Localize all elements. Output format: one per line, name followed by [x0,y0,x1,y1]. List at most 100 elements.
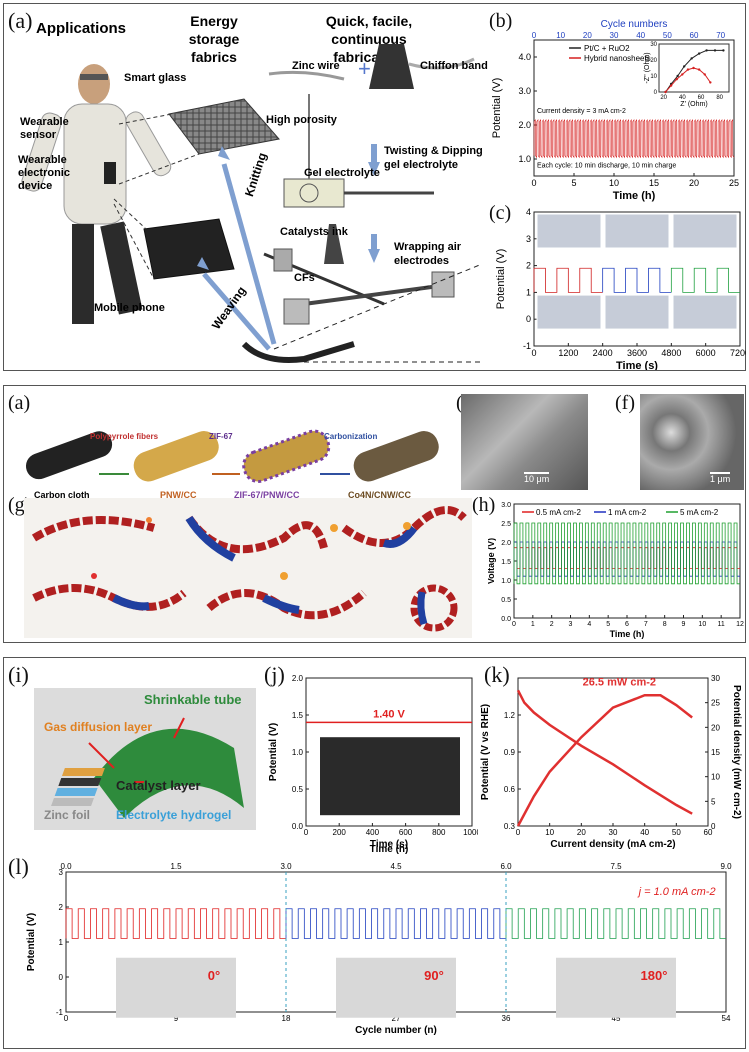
inset-point [709,81,712,84]
plot-frame [533,39,735,177]
label-h: (h) [472,494,496,516]
photo-bend-state [536,294,602,330]
y-tick-label: -1 [523,341,531,351]
fabrication-illustration: + [21,44,483,363]
x-tick-label: 10 [698,621,706,628]
inset-x-tick: 20 [660,95,667,101]
heading-applications: Applications [36,20,127,37]
x-tick-label: 1 [531,621,535,628]
label-j: (j) [264,662,285,687]
y-tick-label: 3.0 [501,502,511,509]
y2-axis-label: Potential density (mW cm-2) [731,685,742,819]
cycling-curve [285,908,506,939]
secondary-label: Time (h) [370,844,409,855]
label-l: (l) [8,854,29,879]
x-tick-label: 30 [609,828,618,837]
inset-point [703,73,706,76]
cycling-curve [533,267,603,293]
callout-gel-electrolyte: Gel electrolyte [304,167,380,179]
x-tick-label: 10 [609,178,619,188]
callout-catalyst-layer: Catalyst layer [116,778,201,793]
y-tick-label: 0.5 [292,785,304,794]
label-f: (f) [615,392,635,414]
inset-point [690,57,693,60]
y-tick-label: 0 [526,314,531,324]
inset-point [722,49,725,52]
annotation-peak-power: 26.5 mW cm-2 [583,676,656,688]
top-tick-label: 7.5 [610,862,622,871]
x-tick-label: 6 [625,621,629,628]
x-axis-label: Time (h) [613,190,656,202]
angle-label: 0° [208,968,220,983]
callout-wrapping: Wrapping air electrodes [394,241,462,267]
x-tick-label: 3600 [627,348,647,358]
y-tick-label: 0.5 [501,597,511,604]
inset-point [697,68,701,71]
x-tick-label: 15 [649,178,659,188]
knitted-fabric [168,98,280,155]
x-tick-label: 200 [333,828,347,837]
heading-energy-fabrics: Energy storage fabrics [188,13,240,65]
inset-x-tick: 40 [679,95,686,101]
inset-point [697,52,701,55]
label-i: (i) [8,662,29,687]
x-tick-label: 60 [704,828,713,837]
top-tick-label: 0 [532,31,537,40]
flow-pnw: PNW/CC [160,490,197,500]
y-tick-label: 0.0 [501,616,511,623]
top-tick-label: 3.0 [280,862,292,871]
inset-point [683,65,686,68]
plot-frame [517,677,709,827]
x-tick-label: 9 [682,621,686,628]
x-tick-label: 27 [392,1014,401,1023]
top-tick-label: 6.0 [500,862,512,871]
top-tick-label: 1.5 [170,862,182,871]
inset-point [676,74,679,78]
chart-b: 0 5 10 15 20 25 1.0 2.0 3.0 4.0 Time (h) Potential … [491,19,739,202]
person-figure [21,64,172,324]
top-tick-label: 20 [583,31,592,40]
y2-tick-label: 5 [711,797,716,806]
y-tick-label: 0.6 [504,785,516,794]
x-tick-label: 8 [663,621,667,628]
x-tick-label: 0 [516,828,521,837]
y-tick-label: 0.9 [504,748,516,757]
x-tick-label: 50 [672,828,681,837]
x-tick-label: 36 [502,1014,511,1023]
photo-bend [556,957,676,1018]
cycling-curve [602,267,672,293]
top-tick-label: 70 [716,31,725,40]
cycling-curve [65,908,286,939]
y-tick-label: 1 [59,938,64,947]
top-tick-label: 60 [690,31,699,40]
inset-point [692,66,695,70]
y-tick-label: 2.5 [501,521,511,528]
cycling-curve [505,908,726,939]
callout-shrinkable-tube: Shrinkable tube [144,692,242,707]
x-tick-label: 0 [64,1014,69,1023]
photo-bend-state [672,213,738,249]
flow-zif67-pnw: ZIF-67/PNW/CC [234,490,300,500]
x-tick-label: 18 [282,1014,291,1023]
y-axis-label: Voltage (V) [488,538,496,584]
y-tick-label: 0.3 [504,822,516,831]
x-tick-label: 20 [689,178,699,188]
callout-gas-diffusion: Gas diffusion layer [44,720,153,734]
photo-bend [336,957,456,1018]
y-tick-label: 4.0 [518,52,531,62]
y-axis-label: Potential (V) [26,913,37,971]
y-tick-label: 1.2 [504,711,516,720]
x-tick-label: 1200 [558,348,578,358]
x-tick-label: 5 [571,178,576,188]
power-curve [516,694,693,827]
x-tick-label: 2400 [593,348,613,358]
y2-tick-label: 30 [711,674,720,683]
y2-tick-label: 15 [711,748,720,757]
photo-bend-state [672,294,738,330]
cycling-curve [513,522,740,585]
flow-co4n: Co4N/CNW/CC [348,490,411,500]
polarization-curve [516,689,693,815]
